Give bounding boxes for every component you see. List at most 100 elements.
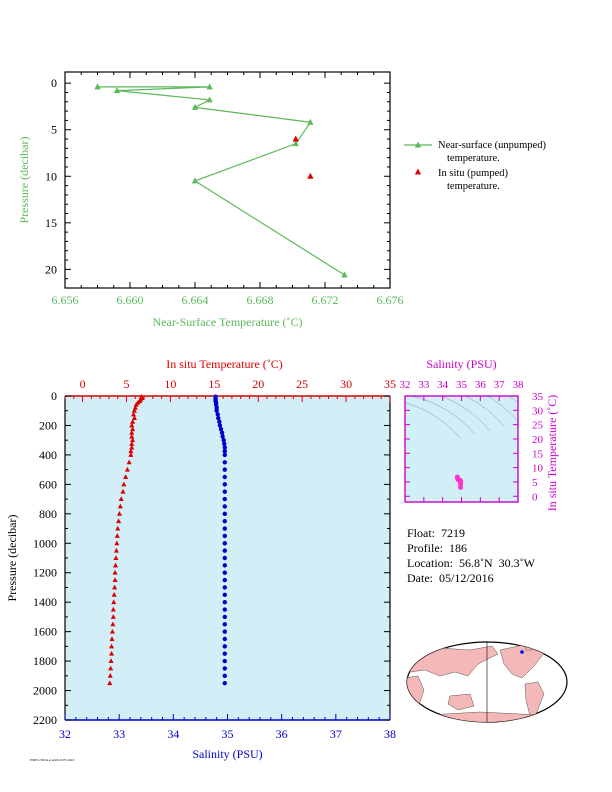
profile-date: Date: 05/12/2016 xyxy=(407,571,494,585)
salinity-point xyxy=(219,430,225,436)
salinity-point xyxy=(222,452,227,458)
temperature-point xyxy=(133,402,139,407)
p-tick-label: 1200 xyxy=(33,566,57,580)
temp-tick-label: 15 xyxy=(208,377,220,391)
temperature-point xyxy=(111,592,117,597)
salinity-point xyxy=(222,622,227,627)
temperature-point xyxy=(112,577,118,583)
ts-ytick-label: 5 xyxy=(532,477,538,489)
legend-label-pumped-2: temperature. xyxy=(447,181,500,192)
salinity-point xyxy=(222,489,227,494)
top-xtick-label: 6.668 xyxy=(247,293,274,307)
top-xtick-label: 6.660 xyxy=(117,293,144,307)
salinity-point xyxy=(217,419,222,424)
p-tick-label: 1600 xyxy=(33,625,57,639)
float-location-marker xyxy=(520,650,524,654)
australia-landmass xyxy=(447,693,475,711)
sal-axis-label: Salinity (PSU) xyxy=(192,747,262,761)
temp-tick-label: 25 xyxy=(296,377,308,391)
ts-xtick-label: 32 xyxy=(400,379,411,391)
temp-tick-label: 30 xyxy=(340,377,352,391)
ts-ylabel: In situ Temperature (˚C) xyxy=(545,395,559,512)
temperature-point xyxy=(108,665,114,671)
salinity-point xyxy=(222,511,227,517)
temperature-point xyxy=(130,418,136,424)
temperature-point xyxy=(109,636,115,641)
p-tick-label: 600 xyxy=(39,477,57,491)
near-surface-point xyxy=(206,96,213,103)
near-surface-line xyxy=(97,86,345,276)
temperature-point xyxy=(131,415,137,421)
salinity-point xyxy=(222,592,227,598)
p-tick-label: 800 xyxy=(39,507,57,521)
temperature-point xyxy=(117,503,123,509)
footer-credit: PMEL/NOAA ARGO FLOAT xyxy=(30,758,75,762)
salinity-point xyxy=(222,533,227,539)
top-xtick-label: 6.656 xyxy=(52,293,79,307)
in-situ-point xyxy=(307,172,314,179)
temperature-point xyxy=(126,459,132,465)
temperature-point xyxy=(129,430,135,435)
temperature-point xyxy=(109,643,115,649)
temperature-point xyxy=(123,474,129,479)
p-tick-label: 0 xyxy=(51,389,57,403)
top-xtick-label: 6.676 xyxy=(377,293,404,307)
ts-xtick-label: 35 xyxy=(456,379,468,391)
ts-ytick-label: 25 xyxy=(532,420,544,432)
ts-ytick-label: 10 xyxy=(532,463,544,475)
temp-tick-label: 20 xyxy=(252,377,264,391)
p-tick-label: 1800 xyxy=(33,654,57,668)
salinity-point xyxy=(222,629,227,634)
temperature-point xyxy=(131,407,137,413)
ts-xtick-label: 38 xyxy=(513,379,525,391)
antarctica-landmass xyxy=(409,711,561,722)
top-ytick-label: 15 xyxy=(45,216,57,230)
temp-tick-label: 10 xyxy=(164,377,176,391)
near-surface-point xyxy=(113,87,121,94)
near-surface-point xyxy=(341,271,348,278)
temperature-point xyxy=(111,599,117,605)
salinity-point xyxy=(222,555,227,561)
in-situ-point xyxy=(292,135,299,142)
salinity-point xyxy=(222,599,227,605)
temperature-point xyxy=(129,422,135,428)
salinity-point xyxy=(216,415,221,421)
salinity-point xyxy=(222,607,227,612)
legend-marker-unpumped xyxy=(414,141,422,148)
world-map xyxy=(406,641,568,723)
top-xtick-label: 6.664 xyxy=(182,293,209,307)
temperature-point xyxy=(129,433,135,439)
salinity-point xyxy=(222,460,227,465)
top-xlabel: Near-Surface Temperature (˚C) xyxy=(153,315,303,329)
p-tick-label: 1400 xyxy=(33,595,57,609)
temperature-point xyxy=(130,437,136,443)
temp-tick-label: 5 xyxy=(123,377,129,391)
near-surface-point xyxy=(206,83,213,90)
sal-tick-label: 35 xyxy=(222,727,234,741)
temperature-point xyxy=(121,481,127,487)
salinity-point xyxy=(220,434,225,439)
salinity-point xyxy=(222,651,227,656)
temperature-point xyxy=(109,628,115,634)
salinity-point xyxy=(222,577,227,583)
temperature-point xyxy=(130,411,137,417)
ts-ytick-label: 30 xyxy=(532,405,544,417)
ts-ytick-label: 15 xyxy=(532,448,544,460)
top-xtick-label: 6.672 xyxy=(312,293,339,307)
salinity-point xyxy=(222,570,227,575)
salinity-point xyxy=(222,482,227,487)
float-location: Location: 56.8˚N 30.3˚W xyxy=(407,556,535,570)
salinity-point xyxy=(222,526,227,531)
salinity-point xyxy=(222,666,227,671)
temperature-point xyxy=(110,621,116,627)
near-surface-point xyxy=(191,103,199,110)
salinity-point xyxy=(222,636,227,642)
temp-tick-label: 0 xyxy=(80,377,86,391)
temperature-point xyxy=(114,533,120,538)
ts-ytick-label: 20 xyxy=(532,434,544,446)
temperature-point xyxy=(113,555,119,560)
temperature-point xyxy=(113,547,119,553)
main-chart: 0 5 10 15 20 25 30 35 In situ Temperature (˚C) 32… xyxy=(5,357,396,761)
temperature-point xyxy=(112,584,118,590)
p-tick-label: 200 xyxy=(39,418,57,432)
